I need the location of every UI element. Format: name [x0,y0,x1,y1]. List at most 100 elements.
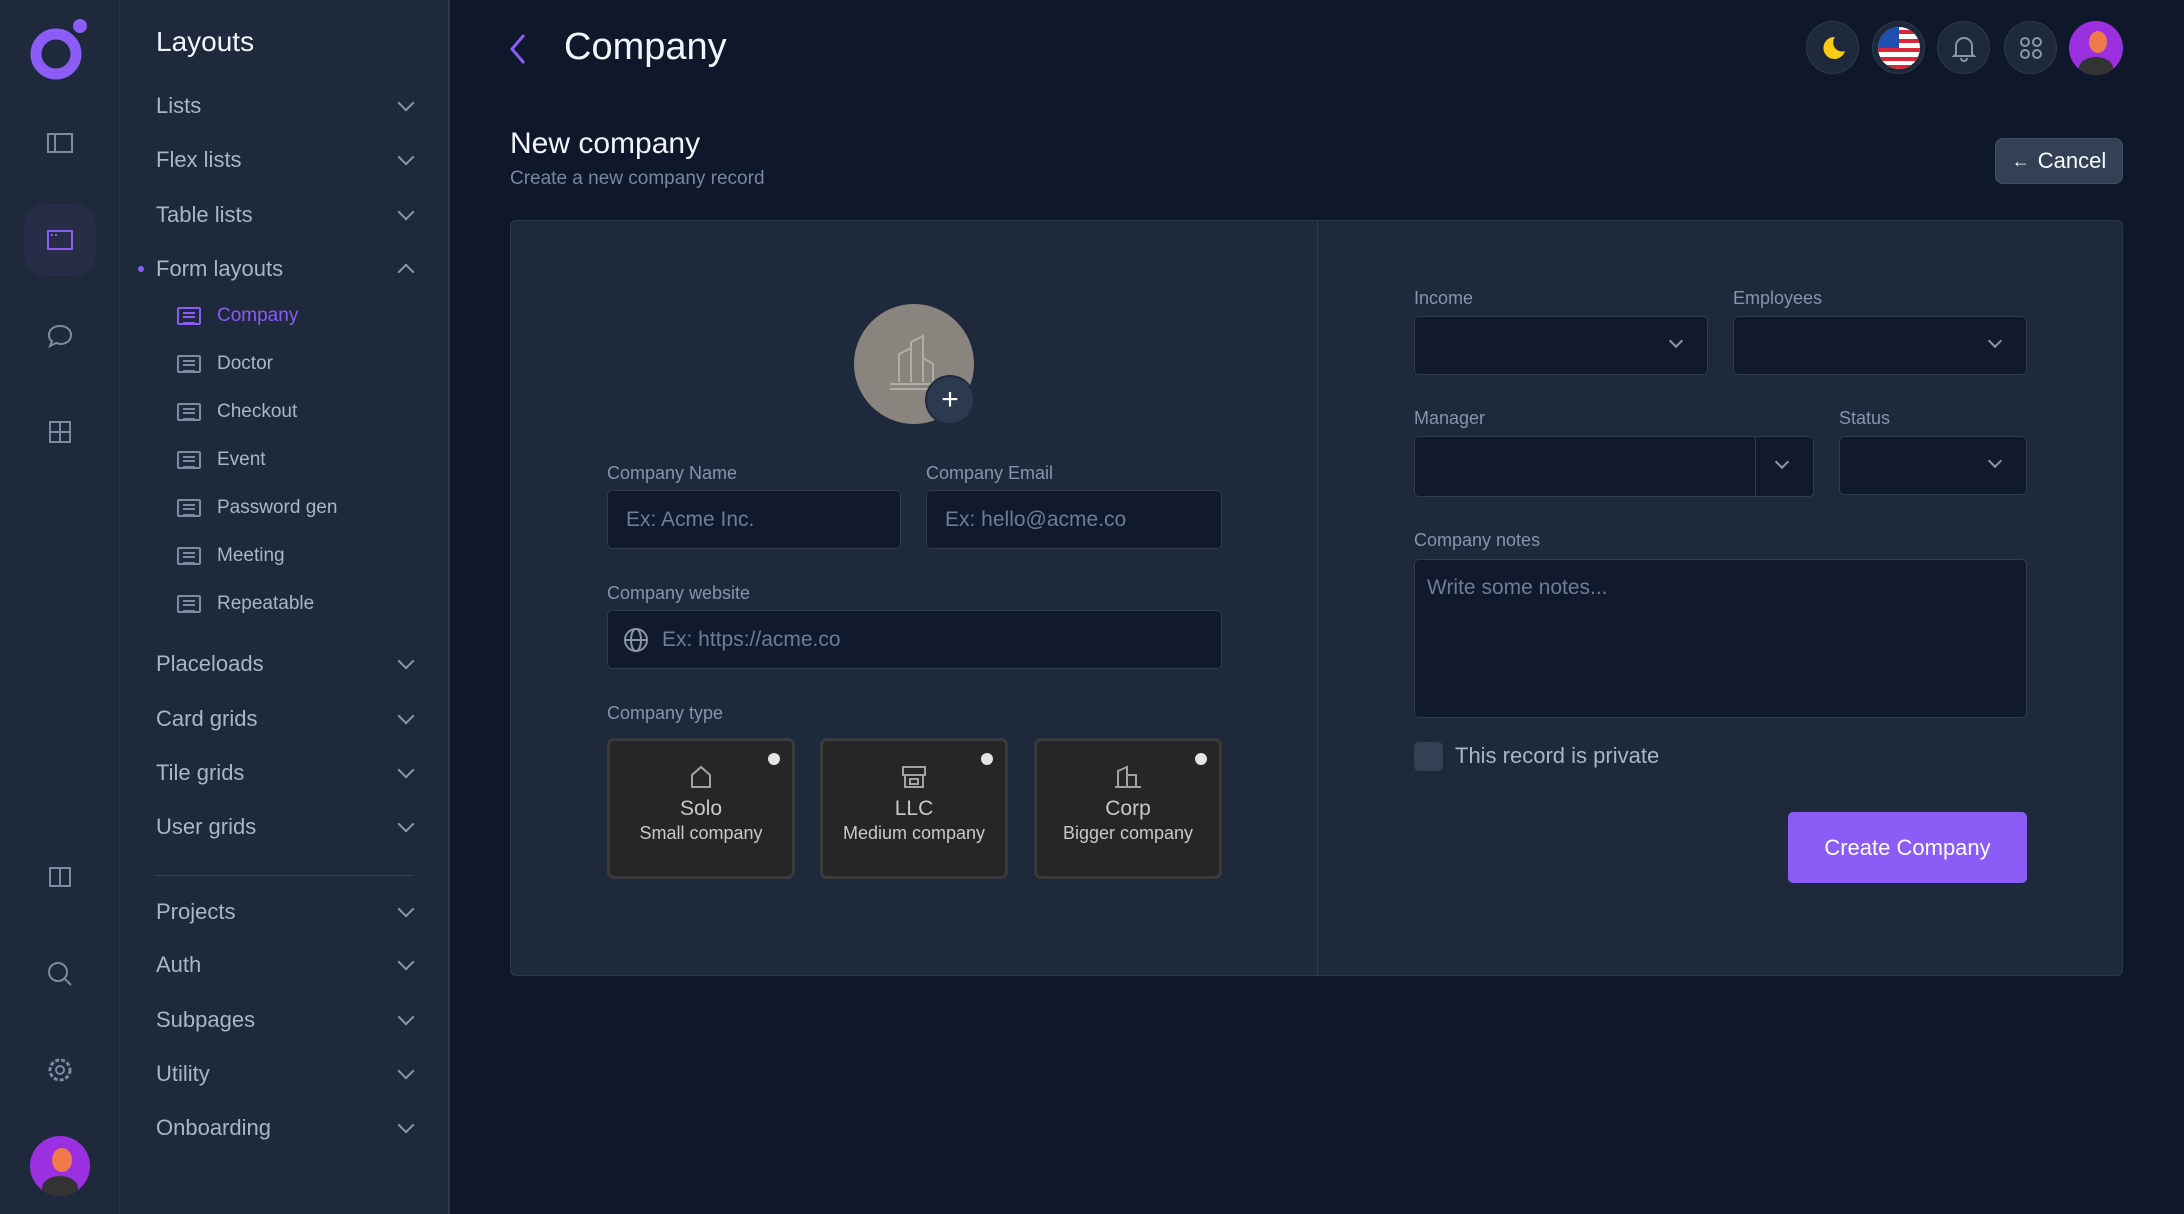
nav-placeloads[interactable]: Placeloads [156,644,415,684]
layouts-icon[interactable] [24,204,96,276]
company-type-label: Company type [607,703,724,723]
nav-label: Event [217,449,266,470]
active-dot [138,266,144,272]
nav-company[interactable]: Company [175,298,298,334]
chevron-down-icon [397,815,415,833]
logo [30,19,87,80]
chevron-down-icon [397,1116,415,1134]
profile-avatar[interactable] [2069,21,2123,75]
nav-checkout[interactable]: Checkout [175,394,297,430]
nav-doctor[interactable]: Doctor [175,346,273,382]
radio-dot [981,753,993,765]
chevron-down-icon [397,203,415,221]
cancel-button[interactable]: ← Cancel [1995,138,2123,184]
nav-label: Card grids [156,706,258,731]
company-name-input[interactable]: Ex: Acme Inc. [607,490,901,549]
nav-label: Table lists [156,202,253,227]
add-logo-button[interactable]: + [925,375,975,425]
chevron-down-icon [397,148,415,166]
building-icon [890,334,938,390]
chevron-down-icon [397,761,415,779]
cancel-label: Cancel [2037,148,2107,173]
select-divider [1755,437,1756,496]
chevron-down-icon [397,94,415,112]
company-email-input[interactable]: Ex: hello@acme.co [926,490,1222,549]
type-option-llc[interactable]: LLC Medium company [820,738,1008,879]
chevron-down-icon [1987,453,2003,469]
nav-form-layouts[interactable]: Form layouts [156,249,415,289]
nav-subpages[interactable]: Subpages [156,1000,415,1040]
icon-rail [0,0,120,1214]
nav-tile-grids[interactable]: Tile grids [156,753,415,793]
nav-label: User grids [156,814,257,839]
nav-label: Form layouts [156,256,284,281]
income-label: Income [1414,288,1474,308]
nav-label: Tile grids [156,760,245,785]
gear-icon[interactable] [36,1046,84,1094]
arrow-left-icon: ← [2011,150,2030,171]
employees-select[interactable] [1733,316,2027,375]
manager-select[interactable] [1414,436,1814,497]
status-select[interactable] [1839,436,2027,495]
back-chevron-icon[interactable] [508,32,530,66]
company-website-input[interactable]: Ex: https://acme.co [607,610,1222,669]
nav-password-gen[interactable]: Password gen [175,490,337,526]
nav-projects[interactable]: Projects [156,892,415,932]
chevron-down-icon [397,953,415,971]
divider [156,875,412,876]
nav-label: Projects [156,899,236,924]
form-subtitle: Create a new company record [510,168,765,189]
type-subtitle: Small company [639,823,763,843]
language-button[interactable] [1872,21,1925,74]
type-option-solo[interactable]: Solo Small company [607,738,795,879]
private-label[interactable]: This record is private [1455,743,1660,768]
nav-utility[interactable]: Utility [156,1054,415,1094]
apps-button[interactable] [2004,21,2057,74]
nav-label: Utility [156,1061,210,1086]
company-name-label: Company Name [607,463,738,483]
nav-card-grids[interactable]: Card grids [156,699,415,739]
user-avatar[interactable] [30,1136,90,1196]
income-select[interactable] [1414,316,1708,375]
private-checkbox[interactable] [1414,742,1443,771]
page-header-title: Company [564,26,727,68]
nav-label: Auth [156,952,202,977]
search-icon[interactable] [36,950,84,998]
nav-user-grids[interactable]: User grids [156,807,415,847]
chevron-down-icon [397,1062,415,1080]
dark-mode-toggle[interactable] [1806,21,1859,74]
radio-dot [768,753,780,765]
nav-auth[interactable]: Auth [156,945,415,985]
nav-onboarding[interactable]: Onboarding [156,1108,415,1148]
type-option-corp[interactable]: Corp Bigger company [1034,738,1222,879]
notifications-button[interactable] [1937,21,1990,74]
nav-label: Company [217,305,299,326]
list-icon [177,403,201,421]
sidebar-panel-icon[interactable] [36,119,84,167]
placeholder: Ex: https://acme.co [662,627,841,651]
columns-icon[interactable] [36,853,84,901]
list-icon [177,307,201,325]
chevron-down-icon [1774,454,1790,470]
nav-event[interactable]: Event [175,442,266,478]
nav-table-lists[interactable]: Table lists [156,195,415,235]
nav-meeting[interactable]: Meeting [175,538,285,574]
nav-flex-lists[interactable]: Flex lists [156,140,415,180]
list-icon [177,499,201,517]
nav-label: Doctor [217,353,273,374]
nav-lists[interactable]: Lists [156,86,415,126]
grid-icon[interactable] [36,408,84,456]
company-notes-textarea[interactable]: Write some notes... [1414,559,2027,718]
nav-label: Subpages [156,1007,256,1032]
nav-label: Lists [156,93,202,118]
nav-label: Flex lists [156,147,242,172]
bell-icon [1951,36,1976,62]
chevron-down-icon [397,1008,415,1026]
nav-label: Repeatable [217,593,315,614]
create-company-button[interactable]: Create Company [1788,812,2027,883]
sidebar: Layouts [120,0,450,1214]
placeholder: Ex: hello@acme.co [945,507,1127,531]
nav-repeatable[interactable]: Repeatable [175,586,314,622]
nav-label: Onboarding [156,1115,271,1140]
chat-icon[interactable] [36,312,84,360]
